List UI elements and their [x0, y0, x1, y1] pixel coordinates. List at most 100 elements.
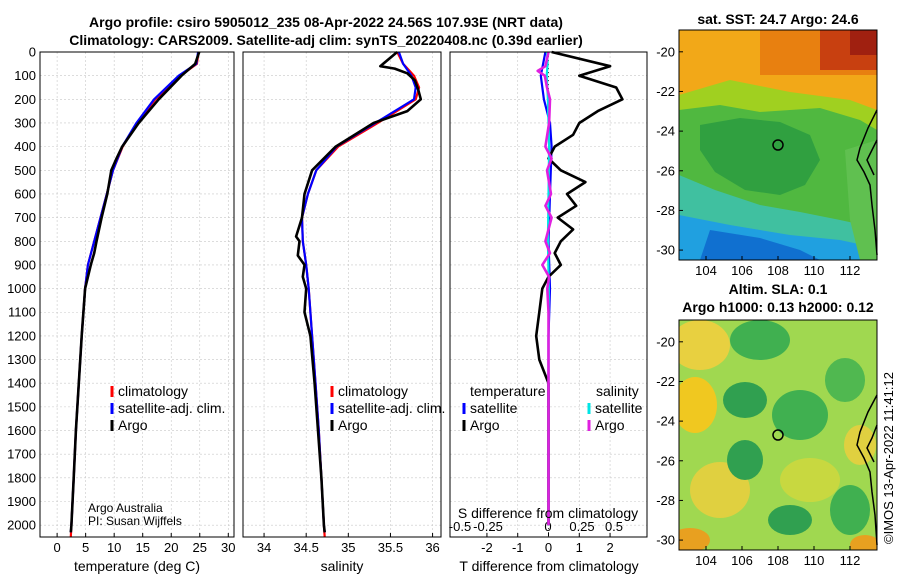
salinity-xlabel: salinity — [321, 558, 364, 574]
copyright-imos: ©IMOS 13-Apr-2022 11:41:12 — [881, 372, 896, 544]
map-y-tick-label: -28 — [656, 493, 675, 508]
difference-legend: temperature satellite Argo salinity sate… — [462, 383, 643, 433]
map-y-tick-label: -20 — [656, 334, 675, 349]
x-tick-label: 0 — [545, 540, 552, 555]
legend-temperature-heading: temperature — [470, 383, 546, 399]
temperature-xlabel: temperature (deg C) — [74, 558, 200, 574]
salinity-panel: 34 34.5 35 35.5 36 — [242, 51, 442, 555]
depth-tick-label: 1700 — [7, 447, 36, 462]
x-tick-label: -2 — [481, 540, 493, 555]
depth-tick-label: 300 — [14, 115, 36, 130]
depth-tick-label: 1800 — [7, 470, 36, 485]
legend-climatology-label: climatology — [338, 383, 408, 399]
plot-frame — [242, 51, 442, 538]
map-x-tick-label: 104 — [695, 263, 717, 278]
depth-tick-label: 500 — [14, 163, 36, 178]
map-y-tick-label: -30 — [656, 243, 675, 258]
sst-map: sat. SST: 24.7 Argo: 24.6 104 106 108 110 11… — [656, 11, 878, 278]
difference-panel: -2 -1 0 1 2 -0.5 -0.25 0 0.25 0.5 — [449, 50, 648, 555]
temperature-legend: climatology satellite-adj. clim. Argo — [110, 383, 225, 433]
plot-frame — [39, 51, 235, 538]
x-tick-label: 30 — [221, 540, 235, 555]
depth-tick-label: 0 — [29, 45, 36, 60]
depth-tick-label: 100 — [14, 68, 36, 83]
depth-tick-label: 2000 — [7, 518, 36, 533]
depth-tick-label: 1000 — [7, 281, 36, 296]
legend-s-argo-label: Argo — [595, 417, 625, 433]
x-tick-label: 35 — [341, 540, 355, 555]
x-tick-label: 20 — [164, 540, 178, 555]
x-tick-label: 35.5 — [378, 540, 403, 555]
map-x-tick-label: 110 — [804, 263, 825, 278]
plot-area — [243, 52, 441, 537]
x-tick-label: 0 — [54, 540, 61, 555]
sst-map-field — [679, 30, 877, 260]
legend-s-satellite-label: satellite — [595, 400, 643, 416]
map-y-tick-label: -28 — [656, 203, 675, 218]
plot-area — [40, 52, 234, 537]
s-tick-label: -0.5 — [449, 519, 471, 534]
depth-tick-label: 1500 — [7, 399, 36, 414]
map-x-tick-label: 112 — [840, 263, 861, 278]
figure-title-line1: Argo profile: csiro 5905012_235 08-Apr-2… — [89, 14, 563, 30]
sst-map-title: sat. SST: 24.7 Argo: 24.6 — [697, 11, 859, 27]
map-y-tick-label: -24 — [656, 414, 675, 429]
map-y-tick-label: -22 — [656, 374, 675, 389]
legend-argo-label: Argo — [338, 417, 368, 433]
map-x-tick-label: 110 — [804, 553, 825, 568]
depth-tick-label: 700 — [14, 210, 36, 225]
depth-tick-label: 1600 — [7, 423, 36, 438]
map-y-tick-label: -22 — [656, 84, 675, 99]
temperature-panel: 0100200300400500600700800900100011001200… — [7, 45, 235, 556]
x-tick-label: -1 — [512, 540, 524, 555]
map-y-tick-label: -30 — [656, 533, 675, 548]
legend-argo-label: Argo — [118, 417, 148, 433]
sla-map-title-line1: Altim. SLA: 0.1 — [729, 281, 828, 297]
depth-tick-label: 1300 — [7, 352, 36, 367]
s-tick-label: 0.25 — [569, 519, 594, 534]
x-tick-label: 5 — [82, 540, 89, 555]
series-argo — [69, 51, 201, 533]
depth-tick-label: 1100 — [8, 305, 36, 320]
annotation-pi: PI: Susan Wijffels — [88, 514, 182, 528]
t-difference-xlabel: T difference from climatology — [459, 558, 638, 574]
legend-t-satellite-label: satellite — [470, 400, 518, 416]
x-tick-label: 34 — [257, 540, 271, 555]
map-x-tick-label: 106 — [731, 263, 753, 278]
depth-tick-label: 600 — [14, 186, 36, 201]
series-t-argo — [534, 50, 624, 526]
s-difference-xlabel: S difference from climatology — [458, 505, 638, 521]
x-tick-label: 15 — [135, 540, 149, 555]
map-x-tick-label: 106 — [731, 553, 753, 568]
legend-salinity-heading: salinity — [596, 383, 639, 399]
legend-climatology-label: climatology — [118, 383, 188, 399]
sla-map: Altim. SLA: 0.1 Argo h1000: 0.13 h2000: … — [656, 281, 878, 568]
plot-frame — [449, 51, 648, 538]
annotation-argo-australia: Argo Australia — [88, 501, 163, 515]
depth-tick-label: 200 — [14, 92, 36, 107]
map-y-tick-label: -24 — [656, 124, 675, 139]
sla-coastline-2 — [866, 424, 878, 463]
map-y-tick-label: -26 — [656, 163, 675, 178]
sla-coastline — [856, 394, 878, 546]
map-y-tick-label: -26 — [656, 453, 675, 468]
sla-map-field — [679, 320, 877, 550]
map-x-tick-label: 104 — [695, 553, 717, 568]
x-tick-label: 36 — [425, 540, 439, 555]
map-y-tick-label: -20 — [656, 44, 675, 59]
legend-satellite-label: satellite-adj. clim. — [338, 400, 445, 416]
figure-title-line2: Climatology: CARS2009. Satellite-adj cli… — [69, 32, 583, 48]
sla-map-ticks: 104 106 108 110 112 -20 -22 -24 -26 -28 -30 — [656, 334, 860, 568]
s-tick-label: 0.5 — [605, 519, 623, 534]
depth-tick-label: 800 — [14, 234, 36, 249]
x-tick-label: 34.5 — [294, 540, 319, 555]
series-s-argo — [536, 51, 553, 526]
map-x-tick-label: 108 — [767, 553, 789, 568]
s-tick-label: 0 — [544, 519, 551, 534]
depth-tick-label: 1400 — [7, 376, 36, 391]
s-tick-label: -0.25 — [473, 519, 503, 534]
x-tick-label: 2 — [606, 540, 613, 555]
depth-tick-label: 400 — [14, 139, 36, 154]
x-tick-label: 10 — [107, 540, 121, 555]
